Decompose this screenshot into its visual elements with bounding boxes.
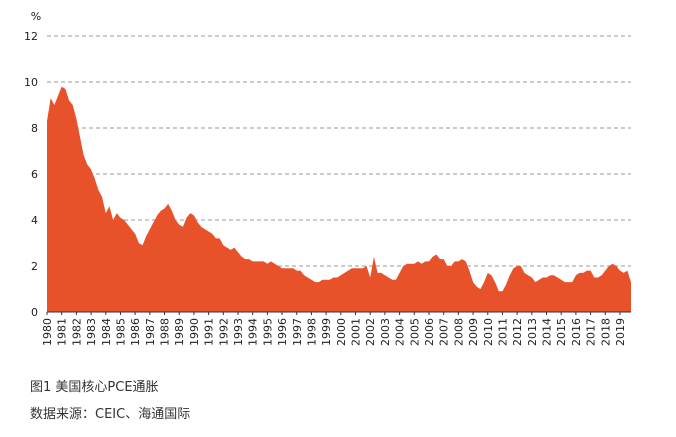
y-unit: % [31,10,41,23]
x-tick-label: 2001 [350,318,363,346]
x-tick-label: 1989 [173,318,186,346]
x-tick-label: 1983 [85,318,98,346]
x-tick-label: 2000 [335,318,348,346]
x-tick-label: 2017 [585,318,598,346]
x-tick-label: 2016 [570,318,583,346]
x-tick-label: 2013 [526,318,539,346]
x-tick-label: 1985 [114,318,127,346]
x-tick-label: 1992 [217,318,230,346]
x-tick-label: 1980 [41,318,54,346]
x-tick-label: 2010 [482,318,495,346]
x-tick-label: 1994 [247,318,260,346]
x-tick-label: 1984 [100,318,113,346]
x-tick-label: 1997 [291,318,304,346]
x-tick-label: 1987 [144,318,157,346]
x-tick-label: 1988 [159,318,172,346]
x-tick-label: 2006 [423,318,436,346]
area [47,86,631,312]
x-tick-label: 1998 [305,318,318,346]
x-tick-label: 2014 [541,318,554,346]
x-tick-label: 1995 [261,318,274,346]
x-tick-label: 2004 [394,318,407,346]
x-tick-label: 1999 [320,318,333,346]
x-tick-label: 1981 [56,318,69,346]
y-tick-label: 12 [24,30,38,43]
x-tick-label: 2019 [614,318,627,346]
y-tick-label: 2 [31,260,38,273]
x-tick-label: 2002 [364,318,377,346]
x-tick-label: 2012 [511,318,524,346]
x-tick-label: 2008 [452,318,465,346]
x-tick-label: 2005 [408,318,421,346]
caption: 图1 美国核心PCE通胀 [30,380,159,395]
x-tick-label: 1993 [232,318,245,346]
x-tick-label: 2018 [599,318,612,346]
y-tick-label: 8 [31,122,38,135]
y-tick-label: 10 [24,76,38,89]
x-tick-label: 1991 [203,318,216,346]
x-tick-label: 1986 [129,318,142,346]
x-tick-label: 2003 [379,318,392,346]
x-tick-label: 2009 [467,318,480,346]
x-tick-label: 2007 [438,318,451,346]
x-tick-label: 1982 [70,318,83,346]
source: 数据来源：CEIC、海通国际 [30,407,190,422]
y-tick-label: 6 [31,168,38,181]
x-tick-label: 1996 [276,318,289,346]
x-tick-label: 2015 [555,318,568,346]
y-tick-label: 0 [31,306,38,319]
y-tick-label: 4 [31,214,38,227]
x-tick-label: 1990 [188,318,201,346]
x-tick-label: 2011 [496,318,509,346]
